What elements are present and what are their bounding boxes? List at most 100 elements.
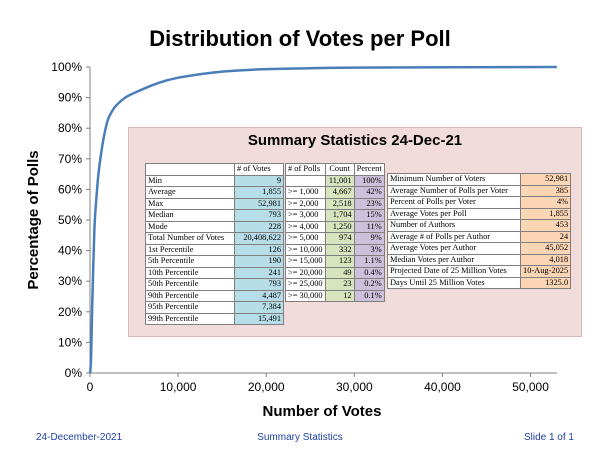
- y-tick-label: 10%: [58, 335, 82, 349]
- summary-title: Summary Statistics 24-Dec-21: [247, 132, 463, 149]
- bucket-percent: 100%: [353, 174, 385, 187]
- y-tick-label: 90%: [58, 91, 82, 105]
- table-row: >= 20,000 49 0.4%: [285, 266, 385, 279]
- bucket-label: >= 4,000: [285, 220, 326, 233]
- table-row: Number of Authors 453: [387, 219, 572, 232]
- metric-value: 1325.0: [519, 276, 572, 289]
- stat-value: 15,491: [234, 312, 284, 325]
- stat-label: Max: [145, 197, 235, 210]
- metric-value: 4,018: [519, 253, 572, 266]
- cdf-series-line: [88, 65, 557, 374]
- metric-value: 24: [519, 230, 572, 243]
- metric-value: 4%: [519, 196, 572, 209]
- table-row: >= 15,000 123 1.1%: [285, 255, 385, 268]
- metrics-table: Minimum Number of Voters 52,981 Average Nu…: [387, 173, 572, 289]
- stat-value: 241: [234, 266, 284, 279]
- table-row: Average Number of Polls per Voter 385: [387, 184, 572, 197]
- table-row: >= 1,000 4,667 42%: [285, 186, 385, 199]
- bucket-label: >= 2,000: [285, 197, 326, 210]
- chart-title: Distribution of Votes per Poll: [149, 26, 451, 51]
- stat-label: 95th Percentile: [145, 301, 235, 314]
- tick-labels: 0% 10% 20% 30% 40% 50% 60% 70% 80% 90% 100% 0 10,000…: [51, 60, 549, 394]
- x-tick-label: 0: [87, 380, 94, 394]
- stat-label: 1st Percentile: [145, 243, 235, 256]
- bucket-percent: 15%: [353, 209, 385, 222]
- table-row: Mode 228: [145, 220, 284, 233]
- table-row: 50th Percentile 793: [145, 278, 284, 291]
- bucket-count: 1,704: [324, 209, 355, 222]
- y-tick-label: 20%: [58, 305, 82, 319]
- stat-label: Mode: [145, 220, 235, 233]
- metric-label: Number of Authors: [387, 219, 521, 232]
- stat-value: 7,384: [234, 301, 284, 314]
- metric-label: Days Until 25 Million Votes: [387, 276, 521, 289]
- stat-label: 5th Percentile: [145, 255, 235, 268]
- bucket-percent: 11%: [353, 220, 385, 233]
- buckets-header-row: # of Polls Count Percent: [285, 163, 385, 176]
- buckets-table: # of Polls Count Percent 11,001 100% >= 1,000…: [285, 163, 385, 302]
- stat-label: 90th Percentile: [145, 289, 235, 302]
- stat-value: 126: [234, 243, 284, 256]
- y-tick-label: 0%: [65, 366, 83, 380]
- bucket-percent: 23%: [353, 197, 385, 210]
- metric-label: Average Votes per Poll: [387, 207, 521, 220]
- metric-value: 1,855: [519, 207, 572, 220]
- table-row: 1st Percentile 126: [145, 243, 284, 256]
- stat-label: 99th Percentile: [145, 312, 235, 325]
- bucket-label: >= 10,000: [285, 243, 326, 256]
- table-row: Average Votes per Poll 1,855: [387, 207, 572, 220]
- y-tick-label: 70%: [58, 152, 82, 166]
- table-row: 11,001 100%: [285, 174, 385, 187]
- table-row: >= 5,000 974 9%: [285, 232, 385, 245]
- table-row: Max 52,981: [145, 197, 284, 210]
- stats-table: # of Votes Min 9 Average 1,855 Max 52,981 Media…: [145, 163, 284, 325]
- summary-panel: Summary Statistics 24-Dec-21 # of Votes M…: [128, 127, 582, 337]
- x-tick-label: 30,000: [336, 380, 373, 394]
- table-row: >= 3,000 1,704 15%: [285, 209, 385, 222]
- bucket-count: 4,667: [324, 186, 355, 199]
- bucket-count: 23: [324, 278, 355, 291]
- bucket-count: 11,001: [324, 174, 355, 187]
- metric-label: Projected Date of 25 Million Votes: [387, 265, 521, 278]
- bucket-label: >= 20,000: [285, 266, 326, 279]
- y-tick-label: 80%: [58, 121, 82, 135]
- bucket-percent: 0.4%: [353, 266, 385, 279]
- bucket-percent: 1.1%: [353, 255, 385, 268]
- bucket-label: >= 5,000: [285, 232, 326, 245]
- bucket-label: >= 30,000: [285, 289, 326, 302]
- y-tick-label: 50%: [58, 213, 82, 227]
- table-row: 90th Percentile 4,487: [145, 289, 284, 302]
- bucket-percent: 0.1%: [353, 289, 385, 302]
- table-row: Min 9: [145, 174, 284, 187]
- bucket-label: >= 1,000: [285, 186, 326, 199]
- bucket-percent: 0.2%: [353, 278, 385, 291]
- y-tick-label: 30%: [58, 274, 82, 288]
- y-tick-label: 100%: [51, 60, 82, 74]
- x-tick-label: 20,000: [248, 380, 285, 394]
- table-row: 95th Percentile 7,384: [145, 301, 284, 314]
- bucket-count: 12: [324, 289, 355, 302]
- bucket-header: # of Polls: [285, 163, 326, 176]
- table-row: Average 1,855: [145, 186, 284, 199]
- metric-label: Average Votes per Author: [387, 242, 521, 255]
- bucket-label: >= 3,000: [285, 209, 326, 222]
- metric-label: Average Number of Polls per Voter: [387, 184, 521, 197]
- table-row: Minimum Number of Voters 52,981: [387, 173, 572, 186]
- metric-label: Percent of Polls per Voter: [387, 196, 521, 209]
- stat-value: 190: [234, 255, 284, 268]
- bucket-label: >= 25,000: [285, 278, 326, 291]
- stat-label: Average: [145, 186, 235, 199]
- bucket-percent: 9%: [353, 232, 385, 245]
- x-tick-label: 40,000: [424, 380, 461, 394]
- bucket-percent: 42%: [353, 186, 385, 199]
- stat-value: 793: [234, 278, 284, 291]
- y-axis-title: Percentage of Polls: [25, 150, 42, 289]
- stat-label: 10th Percentile: [145, 266, 235, 279]
- table-row: >= 4,000 1,250 11%: [285, 220, 385, 233]
- stat-value: 228: [234, 220, 284, 233]
- bucket-count: 123: [324, 255, 355, 268]
- bucket-count: 974: [324, 232, 355, 245]
- metric-value: 10-Aug-2025: [519, 265, 572, 278]
- stats-header-row: # of Votes: [145, 163, 284, 176]
- bucket-header: Count: [324, 163, 355, 176]
